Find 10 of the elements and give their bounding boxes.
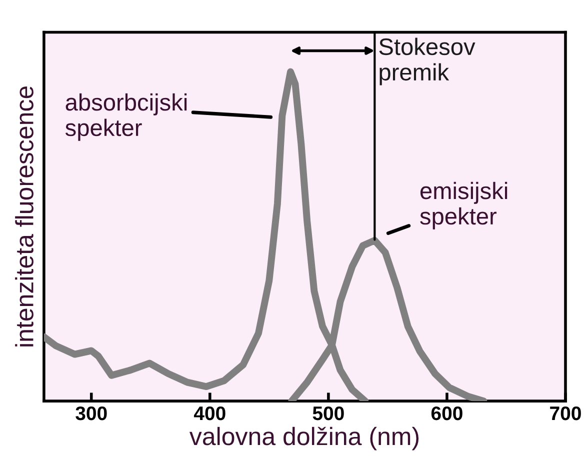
x-tick-label: 300 [76, 406, 107, 420]
x-axis-title: valovna dolžina (nm) [189, 426, 419, 450]
x-tick-label: 700 [550, 406, 581, 420]
x-tick-label: 500 [312, 406, 344, 420]
y-axis-title: intenziteta fluorescence [15, 86, 34, 346]
annotation: absorbcijski spekter [65, 93, 187, 141]
x-tick-label: 400 [194, 406, 226, 420]
annotation: Stokesov premik [379, 38, 476, 86]
annotation: emisijski spekter [420, 182, 508, 230]
x-tick-label: 600 [431, 406, 462, 420]
